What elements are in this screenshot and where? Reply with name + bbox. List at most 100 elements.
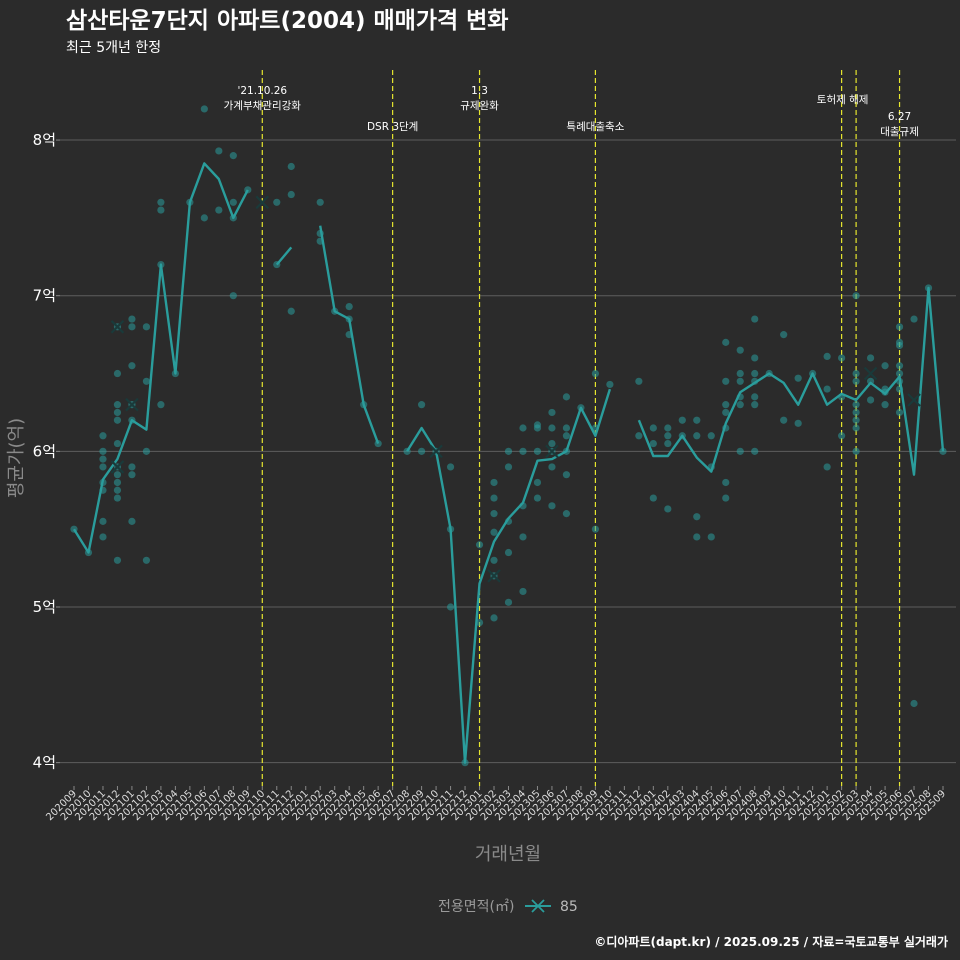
data-point-16	[113, 439, 122, 448]
data-point-144	[751, 401, 759, 409]
legend-item-85: 85	[560, 899, 578, 915]
data-point-137	[736, 447, 744, 455]
data-point-186	[910, 315, 918, 323]
data-point-115	[649, 439, 657, 448]
data-point-165	[852, 408, 860, 417]
data-point-8	[99, 447, 107, 455]
average-price-line	[72, 162, 945, 764]
data-point-119	[664, 432, 672, 440]
x-axis-label: 거래년월	[475, 844, 541, 865]
data-point-85	[519, 587, 527, 596]
data-point-142	[736, 346, 744, 354]
data-point-78	[490, 494, 498, 502]
data-point-11	[113, 494, 122, 502]
data-point-157	[823, 385, 831, 393]
data-point-117	[664, 505, 672, 513]
data-point-102	[562, 471, 571, 479]
data-point-23	[128, 471, 136, 479]
data-point-86	[519, 533, 527, 541]
data-point-149	[751, 315, 759, 323]
data-point-113	[635, 377, 643, 385]
data-point-170	[866, 396, 875, 404]
data-point-148	[751, 354, 759, 362]
data-point-46	[229, 198, 237, 206]
legend-title: 전용면적(㎡)	[438, 899, 514, 915]
legend: 전용면적(㎡) 85	[438, 899, 578, 915]
data-point-95	[548, 502, 556, 510]
cross-marker-0	[110, 460, 125, 474]
data-point-77	[490, 510, 498, 518]
chart-title: 삼산타운7단지 아파트(2004) 매매가격 변화	[66, 8, 508, 34]
data-point-2	[99, 533, 107, 541]
data-point-73	[490, 614, 498, 622]
data-point-184	[895, 323, 904, 331]
data-point-162	[852, 447, 860, 455]
data-point-79	[490, 478, 498, 487]
data-point-158	[823, 352, 831, 360]
data-point-168	[852, 369, 860, 378]
cross-marker-1	[110, 320, 125, 334]
data-point-19	[113, 401, 122, 409]
event-label-202506-0: 6.27	[888, 111, 911, 123]
data-point-18	[113, 408, 122, 417]
data-point-92	[533, 447, 542, 455]
data-point-65	[418, 401, 426, 409]
data-point-7	[99, 455, 107, 463]
y-tick-labels: 4억 5억 6억 7억 8억	[33, 131, 60, 772]
data-point-14	[113, 471, 122, 479]
data-point-108	[591, 525, 600, 533]
data-point-185	[910, 699, 918, 708]
cross-marker-5	[487, 569, 501, 583]
data-point-105	[562, 424, 571, 432]
data-point-120	[664, 424, 672, 432]
data-point-20	[113, 369, 122, 378]
data-point-188	[939, 447, 947, 455]
data-point-80	[504, 598, 513, 606]
data-point-125	[693, 432, 701, 440]
y-axis-label: 평균가(억)	[6, 418, 27, 498]
data-point-124	[693, 513, 701, 521]
data-point-94	[533, 421, 542, 429]
data-point-89	[519, 424, 527, 432]
event-label-202207-0: DSR 3단계	[367, 121, 418, 133]
data-point-164	[852, 416, 860, 424]
data-point-27	[128, 362, 136, 370]
cross-marker-4	[429, 444, 443, 459]
data-point-145	[751, 393, 759, 401]
x-tick-labels: 2020092020102020112020122021012021022021…	[44, 786, 948, 823]
data-point-131	[722, 478, 730, 487]
data-point-166	[852, 401, 860, 409]
data-point-33	[142, 323, 151, 331]
data-point-134	[722, 401, 730, 409]
event-label-202301-0: 1.3	[471, 85, 488, 97]
cross-markers	[110, 195, 921, 583]
y-tick-label-8: 8억	[33, 131, 56, 149]
data-point-71	[475, 618, 484, 627]
data-point-153	[794, 419, 802, 427]
y-tick-label-4: 4억	[33, 754, 56, 772]
data-point-52	[287, 190, 295, 199]
cross-marker-7	[863, 366, 878, 381]
data-point-151	[780, 416, 788, 424]
data-point-126	[693, 416, 701, 424]
data-point-12	[113, 486, 122, 494]
data-point-24	[128, 463, 136, 471]
data-point-36	[157, 206, 165, 214]
chart-subtitle: 최근 5개년 한정	[66, 40, 161, 56]
data-point-83	[504, 463, 513, 471]
series-line-85	[72, 162, 945, 764]
data-point-111	[606, 380, 614, 389]
data-point-101	[562, 510, 571, 518]
data-point-60	[345, 302, 353, 311]
data-point-68	[446, 463, 455, 471]
event-label-202502-0: 토허제 해제	[817, 93, 869, 106]
data-point-13	[113, 478, 122, 487]
data-point-84	[504, 447, 513, 455]
data-point-99	[548, 424, 556, 432]
data-point-167	[852, 377, 860, 385]
data-point-116	[649, 424, 657, 432]
data-point-91	[533, 478, 542, 487]
data-point-10	[113, 556, 122, 564]
